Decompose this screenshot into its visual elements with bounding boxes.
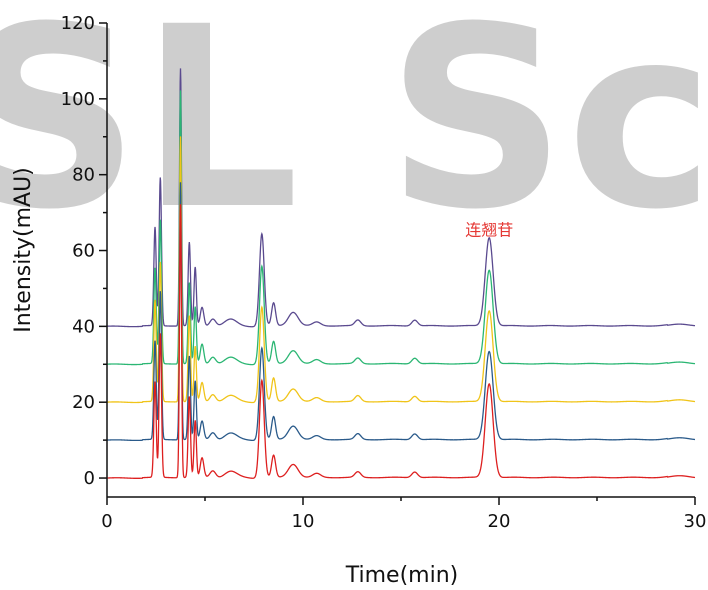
y-tick-label: 80 xyxy=(72,165,95,186)
series-line xyxy=(106,68,696,328)
y-tick-label: 60 xyxy=(72,241,95,262)
watermark-text: SL Science xyxy=(0,0,708,264)
x-tick-label: 0 xyxy=(101,511,112,532)
y-tick-label: 100 xyxy=(61,89,95,110)
y-axis-title: Intensity(mAU) xyxy=(11,167,36,333)
x-axis-title: Time(min) xyxy=(345,563,459,588)
y-tick-label: 0 xyxy=(84,468,95,489)
y-tick-label: 40 xyxy=(72,316,95,337)
series-group xyxy=(106,68,696,479)
x-tick-label: 20 xyxy=(488,511,511,532)
x-tick-label: 10 xyxy=(292,511,315,532)
y-tick-label: 120 xyxy=(61,13,95,34)
annotations: 连翘苷 xyxy=(465,220,513,239)
ticks: 0 10 20 30 0 20 40 60 80 100 120 xyxy=(61,13,707,532)
series-line xyxy=(106,90,696,366)
y-tick-label: 20 xyxy=(72,392,95,413)
series-line xyxy=(106,136,696,404)
peak-annotation: 连翘苷 xyxy=(465,220,513,239)
watermark: SL Science xyxy=(0,0,708,264)
series-line xyxy=(106,204,696,479)
series-line xyxy=(106,182,696,442)
x-tick-label: 30 xyxy=(684,511,707,532)
